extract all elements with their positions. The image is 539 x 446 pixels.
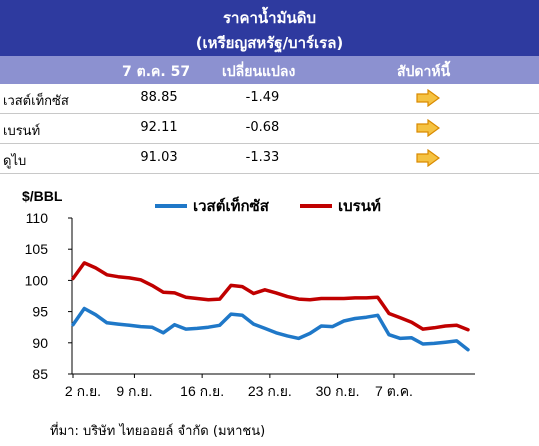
legend-label-1: เวสต์เท็กซัส xyxy=(193,196,270,215)
crude-name: เบรนท์ xyxy=(3,124,41,139)
column-header-change: เปลี่ยนแปลง xyxy=(222,64,296,80)
table-row: เวสต์เท็กซัส 88.85 -1.49 xyxy=(0,84,539,114)
crude-change: -1.49 xyxy=(245,90,280,105)
oil-price-line-chart: $/BBL 85 90 95 100 105 110 2 ก.ย. 9 ก.ย. 16 ก.ย. 2… xyxy=(22,188,475,399)
table-subtitle: (เหรียญสหรัฐ/บาร์เรล) xyxy=(195,34,344,52)
y-tick-label: 110 xyxy=(26,210,49,226)
crude-change: -0.68 xyxy=(245,120,280,135)
right-arrow-icon xyxy=(416,119,440,137)
crude-price: 91.03 xyxy=(140,150,178,165)
y-tick-label: 90 xyxy=(32,335,48,351)
legend-label-2: เบรนท์ xyxy=(338,197,381,215)
crude-price: 92.11 xyxy=(140,120,178,135)
table-header: ราคาน้ำมันดิบ (เหรียญสหรัฐ/บาร์เรล) xyxy=(0,0,539,56)
x-tick-label: 30 ก.ย. xyxy=(316,383,360,399)
crude-price: 88.85 xyxy=(140,90,178,105)
crude-name: ดูไบ xyxy=(3,154,27,169)
column-header-trend: สัปดาห์นี้ xyxy=(397,64,451,80)
series-line-2 xyxy=(71,261,470,332)
x-tick-label: 2 ก.ย. xyxy=(65,383,101,399)
y-tick-label: 95 xyxy=(32,304,48,320)
y-tick-label: 105 xyxy=(25,241,49,257)
right-arrow-icon xyxy=(416,89,440,107)
table-row: ดูไบ 91.03 -1.33 xyxy=(0,144,539,174)
source-note: ที่มา: บริษัท ไทยออยล์ จำกัด (มหาชน) xyxy=(50,424,266,439)
right-arrow-icon xyxy=(416,149,440,167)
y-tick-label: 85 xyxy=(32,366,48,382)
table-row: เบรนท์ 92.11 -0.68 xyxy=(0,114,539,144)
crude-change: -1.33 xyxy=(245,150,280,165)
x-tick-label: 16 ก.ย. xyxy=(180,383,224,399)
x-tick-label: 23 ก.ย. xyxy=(248,383,292,399)
y-axis-label: $/BBL xyxy=(22,188,63,204)
series-line-1 xyxy=(71,306,470,352)
column-header-date: 7 ต.ค. 57 xyxy=(122,64,191,80)
column-header-bar: 7 ต.ค. 57 เปลี่ยนแปลง สัปดาห์นี้ xyxy=(0,56,539,84)
x-tick-label: 7 ต.ค. xyxy=(375,383,413,399)
y-tick-label: 100 xyxy=(25,272,49,288)
table-title: ราคาน้ำมันดิบ xyxy=(222,9,317,27)
crude-name: เวสต์เท็กซัส xyxy=(3,94,69,109)
x-tick-label: 9 ก.ย. xyxy=(116,383,152,399)
